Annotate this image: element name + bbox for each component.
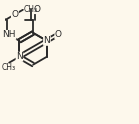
Text: O: O [33, 5, 40, 14]
Text: N: N [44, 36, 50, 45]
Text: CH₃: CH₃ [23, 5, 38, 14]
Text: NH: NH [2, 30, 16, 39]
Text: O: O [55, 30, 62, 39]
Text: CH₃: CH₃ [2, 63, 16, 72]
Text: O: O [11, 10, 18, 19]
Text: N: N [16, 52, 23, 61]
